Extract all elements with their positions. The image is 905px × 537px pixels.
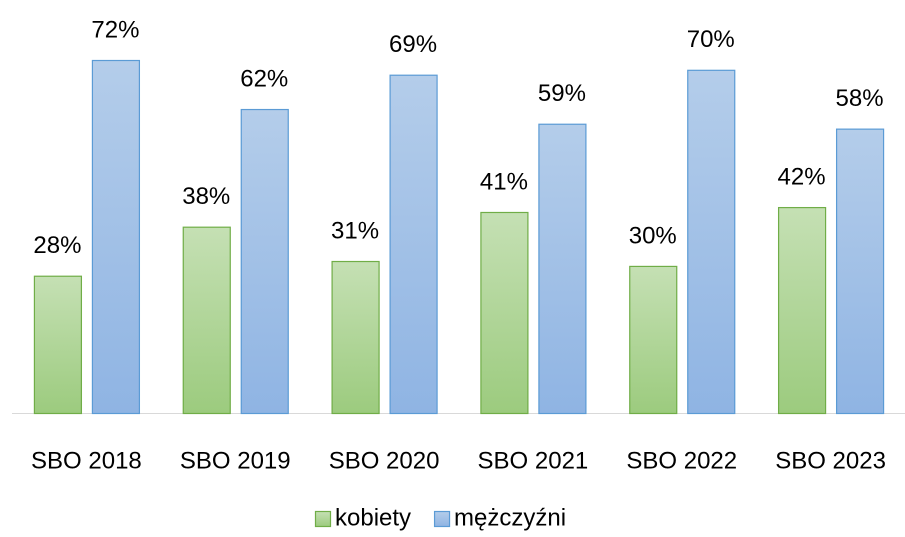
legend-swatch [433, 510, 451, 528]
x-tick-label: SBO 2018 [31, 447, 142, 474]
bar [389, 74, 438, 415]
data-label: 28% [33, 232, 81, 259]
data-label: 59% [538, 80, 586, 107]
x-tick-label: SBO 2023 [775, 447, 886, 474]
x-tick-label: SBO 2021 [478, 447, 589, 474]
data-label: 31% [331, 217, 379, 244]
data-label: 69% [389, 31, 437, 58]
data-label: 62% [240, 65, 288, 92]
bar [480, 211, 529, 415]
bar [91, 59, 141, 415]
bar [331, 260, 380, 415]
bar [777, 206, 827, 415]
legend-swatch [314, 510, 332, 528]
bar [182, 226, 231, 415]
bar [33, 275, 83, 415]
data-label: 58% [836, 85, 884, 112]
data-label: 41% [480, 168, 528, 195]
bar [240, 108, 289, 415]
bar [629, 265, 678, 415]
bar [687, 69, 736, 415]
legend-label: mężczyźni [454, 504, 566, 531]
bar [835, 128, 885, 415]
data-label: 72% [91, 16, 139, 43]
data-label: 30% [629, 222, 677, 249]
x-tick-label: SBO 2020 [329, 447, 440, 474]
x-tick-label: SBO 2019 [180, 447, 291, 474]
bar [538, 123, 587, 415]
x-tick-label: SBO 2022 [626, 447, 737, 474]
data-label: 42% [778, 163, 826, 190]
data-label: 38% [182, 183, 230, 210]
legend-label: kobiety [335, 504, 411, 531]
data-label: 70% [687, 26, 735, 53]
